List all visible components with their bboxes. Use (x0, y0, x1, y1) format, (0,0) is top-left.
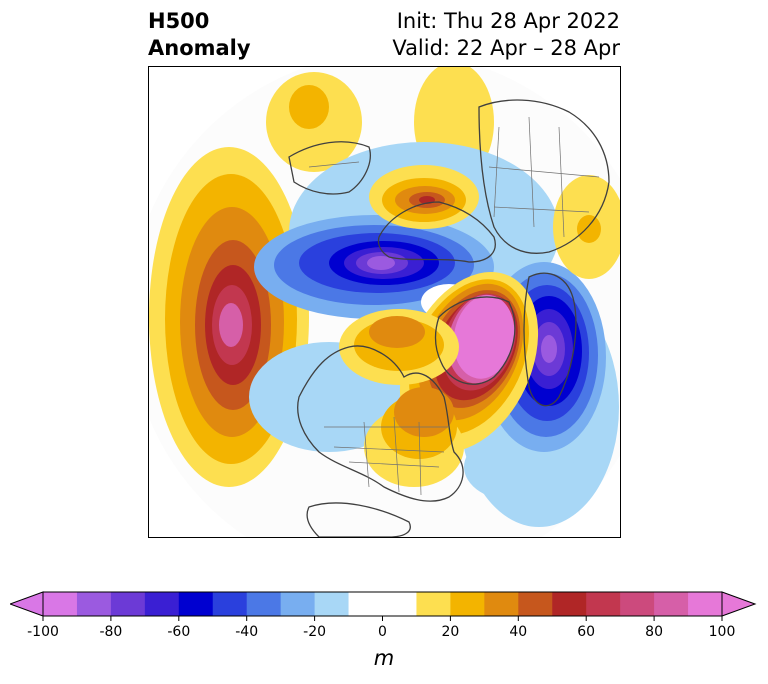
anomaly-map (148, 66, 621, 538)
coastlines (288, 99, 610, 537)
colorbar-tick-label: 60 (577, 624, 596, 640)
europe-ridge-anomaly (369, 165, 479, 229)
valid-range: Valid: 22 Apr – 28 Apr (392, 36, 620, 60)
colorbar-segment (348, 592, 383, 616)
colorbar (10, 591, 757, 621)
colorbar-under-triangle (10, 591, 44, 617)
map-canvas (149, 67, 620, 537)
colorbar-segment (212, 592, 248, 616)
colorbar-segment (518, 592, 553, 616)
colorbar-segment (314, 592, 350, 616)
colorbar-over-triangle (721, 591, 757, 617)
colorbar-segment (144, 592, 180, 616)
colorbar-segment (654, 592, 689, 616)
init-date: Init: Thu 28 Apr 2022 (396, 9, 620, 33)
colorbar-tick-label: 0 (378, 624, 387, 640)
colorbar-tick-label: -80 (99, 624, 123, 640)
colorbar-segment (246, 592, 282, 616)
colorbar-segment (43, 592, 78, 616)
colorbar-tick-label: -100 (27, 624, 59, 640)
colorbar-segment (586, 592, 621, 616)
colorbar-tick-label: -40 (235, 624, 259, 640)
political-borders (308, 116, 600, 496)
colorbar-segments (43, 592, 723, 616)
colorbar-segment (76, 592, 112, 616)
colorbar-segment (110, 592, 146, 616)
variable-label: H500 (148, 9, 210, 33)
colorbar-unit: m (373, 646, 395, 670)
colorbar-tick-label: 40 (509, 624, 528, 640)
date-info: Init: Thu 28 Apr 2022 Valid: 22 Apr – 28… (392, 8, 620, 62)
asia-ridge-anomaly (553, 175, 620, 279)
colorbar-segment (484, 592, 519, 616)
colorbar-segment (688, 592, 723, 616)
map-title: H500 Anomaly (148, 8, 251, 62)
colorbar-tick-label: 80 (645, 624, 664, 640)
colorbar-segment (552, 592, 587, 616)
colorbar-segment (280, 592, 316, 616)
colorbar-segment (416, 592, 451, 616)
colorbar-segment (382, 592, 417, 616)
colorbar-segment (178, 592, 214, 616)
colorbar-segment (620, 592, 655, 616)
colorbar-segment (450, 592, 485, 616)
colorbar-tick-label: -60 (167, 624, 191, 640)
colorbar-tick-label: 20 (441, 624, 460, 640)
colorbar-ticks (42, 616, 723, 621)
anomaly-label: Anomaly (148, 36, 251, 60)
colorbar-tick-label: -20 (303, 624, 327, 640)
colorbar-tick-label: 100 (708, 624, 736, 640)
